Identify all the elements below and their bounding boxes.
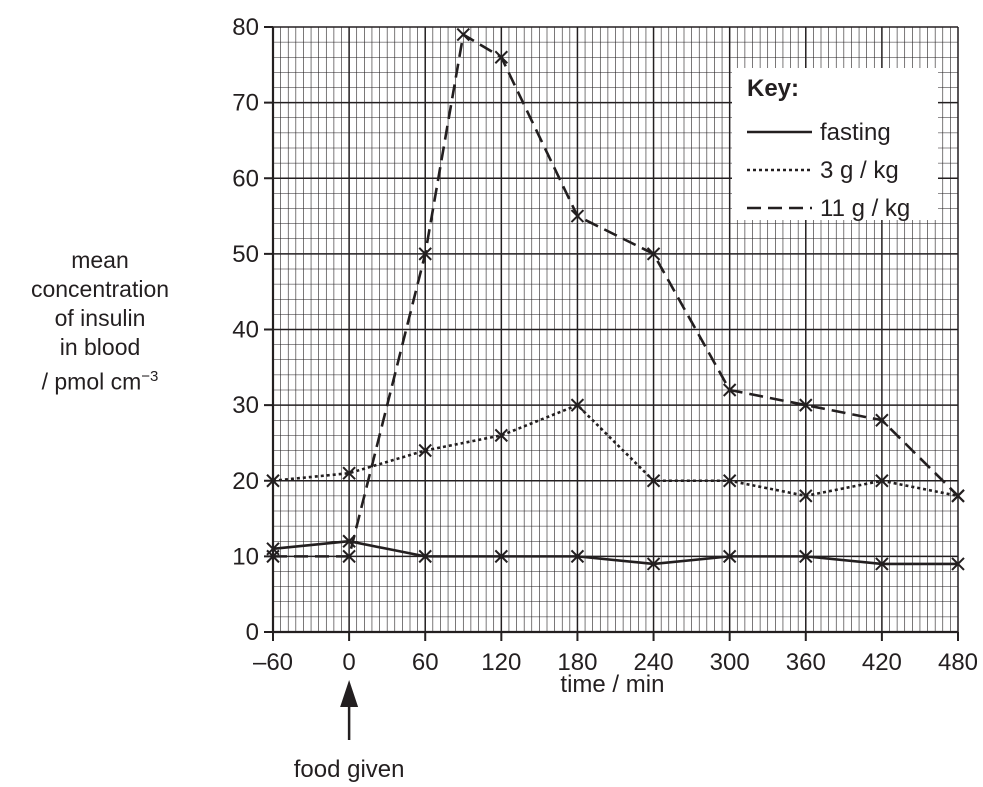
data-point-stroke xyxy=(342,466,356,480)
annotation: food given xyxy=(294,680,405,783)
data-point-stroke xyxy=(418,443,432,458)
x-tick-label: 300 xyxy=(710,649,750,676)
data-point-stroke xyxy=(799,549,813,564)
y-axis-label-line: in blood xyxy=(59,334,141,360)
data-point xyxy=(494,50,509,64)
data-point xyxy=(799,398,813,412)
data-point xyxy=(266,549,280,564)
data-point-stroke xyxy=(951,557,965,571)
data-point xyxy=(646,247,661,261)
data-point-stroke xyxy=(570,398,585,412)
data-point xyxy=(799,549,813,564)
y-tick-label: 20 xyxy=(232,468,259,495)
data-point-stroke xyxy=(342,549,356,564)
data-point-stroke xyxy=(456,27,470,42)
x-tick-label: 240 xyxy=(634,649,674,676)
y-axis-label: mean concentration of insulin in blood /… xyxy=(0,246,200,397)
data-point-stroke xyxy=(799,398,813,412)
data-point xyxy=(646,474,661,488)
data-point-stroke xyxy=(266,549,280,564)
legend-title: Key: xyxy=(747,75,799,102)
data-point-stroke xyxy=(875,557,889,571)
data-point xyxy=(570,549,585,564)
data-point xyxy=(722,383,737,397)
series-line xyxy=(272,403,959,498)
data-point-stroke xyxy=(875,413,889,427)
x-tick-label: 120 xyxy=(481,649,521,676)
data-point xyxy=(266,474,280,488)
data-point-stroke xyxy=(418,549,432,564)
series-group xyxy=(266,27,965,571)
data-point xyxy=(456,27,470,42)
series-line xyxy=(272,539,958,566)
data-point xyxy=(646,557,661,571)
y-axis-label-line: of insulin xyxy=(54,305,146,331)
annotation-label: food given xyxy=(294,756,405,783)
data-point xyxy=(570,209,585,223)
data-point-stroke xyxy=(418,247,432,261)
x-axis-title: time / min xyxy=(560,671,664,698)
data-point-stroke xyxy=(646,474,661,488)
y-tick-label: 80 xyxy=(232,14,259,41)
x-tick-label: 60 xyxy=(412,649,439,676)
x-tick-label: 0 xyxy=(342,649,355,676)
data-point xyxy=(875,557,889,571)
x-tick-label: 420 xyxy=(862,649,902,676)
data-point-stroke xyxy=(722,549,737,564)
data-point-stroke xyxy=(266,474,280,488)
data-point xyxy=(418,549,432,564)
data-point xyxy=(722,549,737,564)
y-tick-label: 30 xyxy=(232,392,259,419)
data-point xyxy=(494,428,509,443)
data-point xyxy=(875,413,889,427)
y-axis-label-line: mean xyxy=(71,247,129,273)
y-axis-label-line: concentration xyxy=(30,276,170,302)
data-point xyxy=(951,489,965,503)
y-tick-label: 40 xyxy=(232,317,259,344)
y-axis-label-unit: / pmol cm−3 xyxy=(41,368,159,395)
data-point-stroke xyxy=(494,428,509,443)
data-point-stroke xyxy=(494,549,509,564)
data-point xyxy=(570,398,585,412)
y-tick-label: 70 xyxy=(232,90,259,117)
data-point-stroke xyxy=(570,549,585,564)
data-point xyxy=(494,549,509,564)
legend-box xyxy=(732,68,938,220)
y-tick-label: 50 xyxy=(232,241,259,268)
y-tick-label: 60 xyxy=(232,165,259,192)
annotation-arrow-head xyxy=(340,680,359,707)
data-point-stroke xyxy=(646,247,661,261)
data-point-stroke xyxy=(570,209,585,223)
data-point xyxy=(342,549,356,564)
data-point-stroke xyxy=(494,50,509,64)
data-point xyxy=(722,474,737,488)
x-tick-label: 180 xyxy=(557,649,597,676)
data-point xyxy=(951,557,965,571)
legend: Key: fasting 3 g / kg 11 g / kg xyxy=(732,68,938,222)
y-tick-label: 10 xyxy=(232,543,259,570)
data-point-stroke xyxy=(722,474,737,488)
data-point xyxy=(875,474,889,488)
axes: 0 10 20 30 40 50 60 70 80 –60 0 60 120 180 240 300 360 42… xyxy=(232,14,978,698)
data-point-stroke xyxy=(722,383,737,397)
data-point xyxy=(418,443,432,458)
data-point-stroke xyxy=(646,557,661,571)
data-point-stroke xyxy=(799,489,813,503)
legend-entry: 11 g / kg xyxy=(820,195,910,222)
y-tick-label: 0 xyxy=(246,619,259,646)
x-tick-label: 360 xyxy=(786,649,826,676)
legend-entry: 3 g / kg xyxy=(820,157,899,184)
legend-entry: fasting xyxy=(820,119,891,146)
x-tick-label: 480 xyxy=(938,649,978,676)
data-point xyxy=(799,489,813,503)
data-point-stroke xyxy=(875,474,889,488)
data-point xyxy=(342,466,356,480)
data-point xyxy=(418,247,432,261)
data-point-stroke xyxy=(951,489,965,503)
x-tick-label: –60 xyxy=(253,649,293,676)
